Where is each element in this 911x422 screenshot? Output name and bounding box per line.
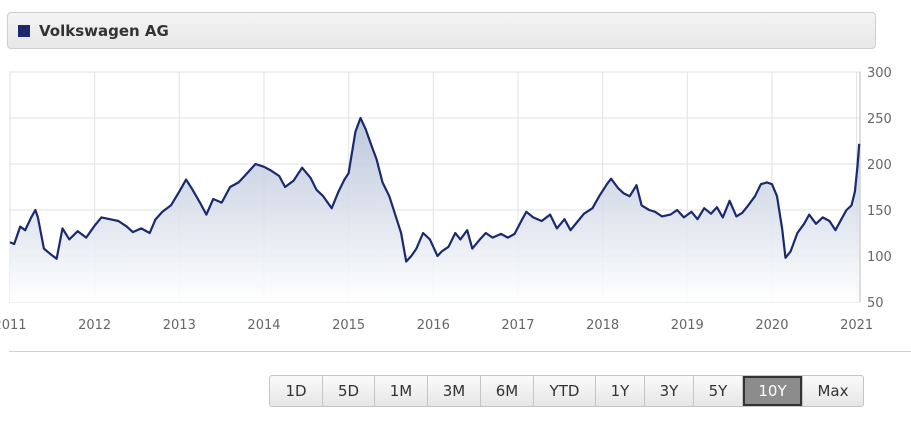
x-tick-label: 2011 <box>0 318 27 333</box>
range-selector: 1D 5D 1M 3M 6M YTD 1Y 3Y 5Y 10Y Max <box>269 375 864 407</box>
range-button-3y[interactable]: 3Y <box>645 376 694 406</box>
x-tick-label: 2013 <box>163 318 196 333</box>
range-button-1m[interactable]: 1M <box>375 376 428 406</box>
chart-legend: Volkswagen AG <box>7 12 876 49</box>
range-button-1d[interactable]: 1D <box>270 376 323 406</box>
x-tick-label: 2015 <box>332 318 365 333</box>
y-tick-label: 50 <box>867 296 884 311</box>
x-tick-label: 2021 <box>840 318 873 333</box>
range-button-10y[interactable]: 10Y <box>743 376 803 406</box>
legend-swatch <box>18 25 30 37</box>
x-tick-label: 2019 <box>671 318 704 333</box>
price-chart: 50 100 150 200 250 300 2011 2012 2013 2014 2015 201… <box>0 66 892 333</box>
x-tick-label: 2020 <box>755 318 788 333</box>
x-tick-label: 2016 <box>417 318 450 333</box>
x-tick-label: 2017 <box>501 318 534 333</box>
y-tick-label: 100 <box>867 250 892 265</box>
series-area <box>10 118 860 302</box>
x-tick-label: 2012 <box>78 318 111 333</box>
series-line <box>9 116 861 263</box>
x-tick-label: 2018 <box>586 318 619 333</box>
y-tick-label: 300 <box>867 66 892 81</box>
y-tick-label: 200 <box>867 158 892 173</box>
range-button-3m[interactable]: 3M <box>428 376 481 406</box>
range-button-ytd[interactable]: YTD <box>534 376 596 406</box>
range-button-5d[interactable]: 5D <box>323 376 375 406</box>
range-button-1y[interactable]: 1Y <box>596 376 645 406</box>
chart-separator <box>9 351 911 352</box>
range-button-max[interactable]: Max <box>817 382 849 400</box>
legend-label: Volkswagen AG <box>39 22 169 40</box>
y-tick-label: 150 <box>867 204 892 219</box>
range-button-6m[interactable]: 6M <box>481 376 534 406</box>
range-button-5y[interactable]: 5Y <box>694 376 743 406</box>
y-tick-label: 250 <box>867 112 892 127</box>
x-tick-label: 2014 <box>247 318 280 333</box>
